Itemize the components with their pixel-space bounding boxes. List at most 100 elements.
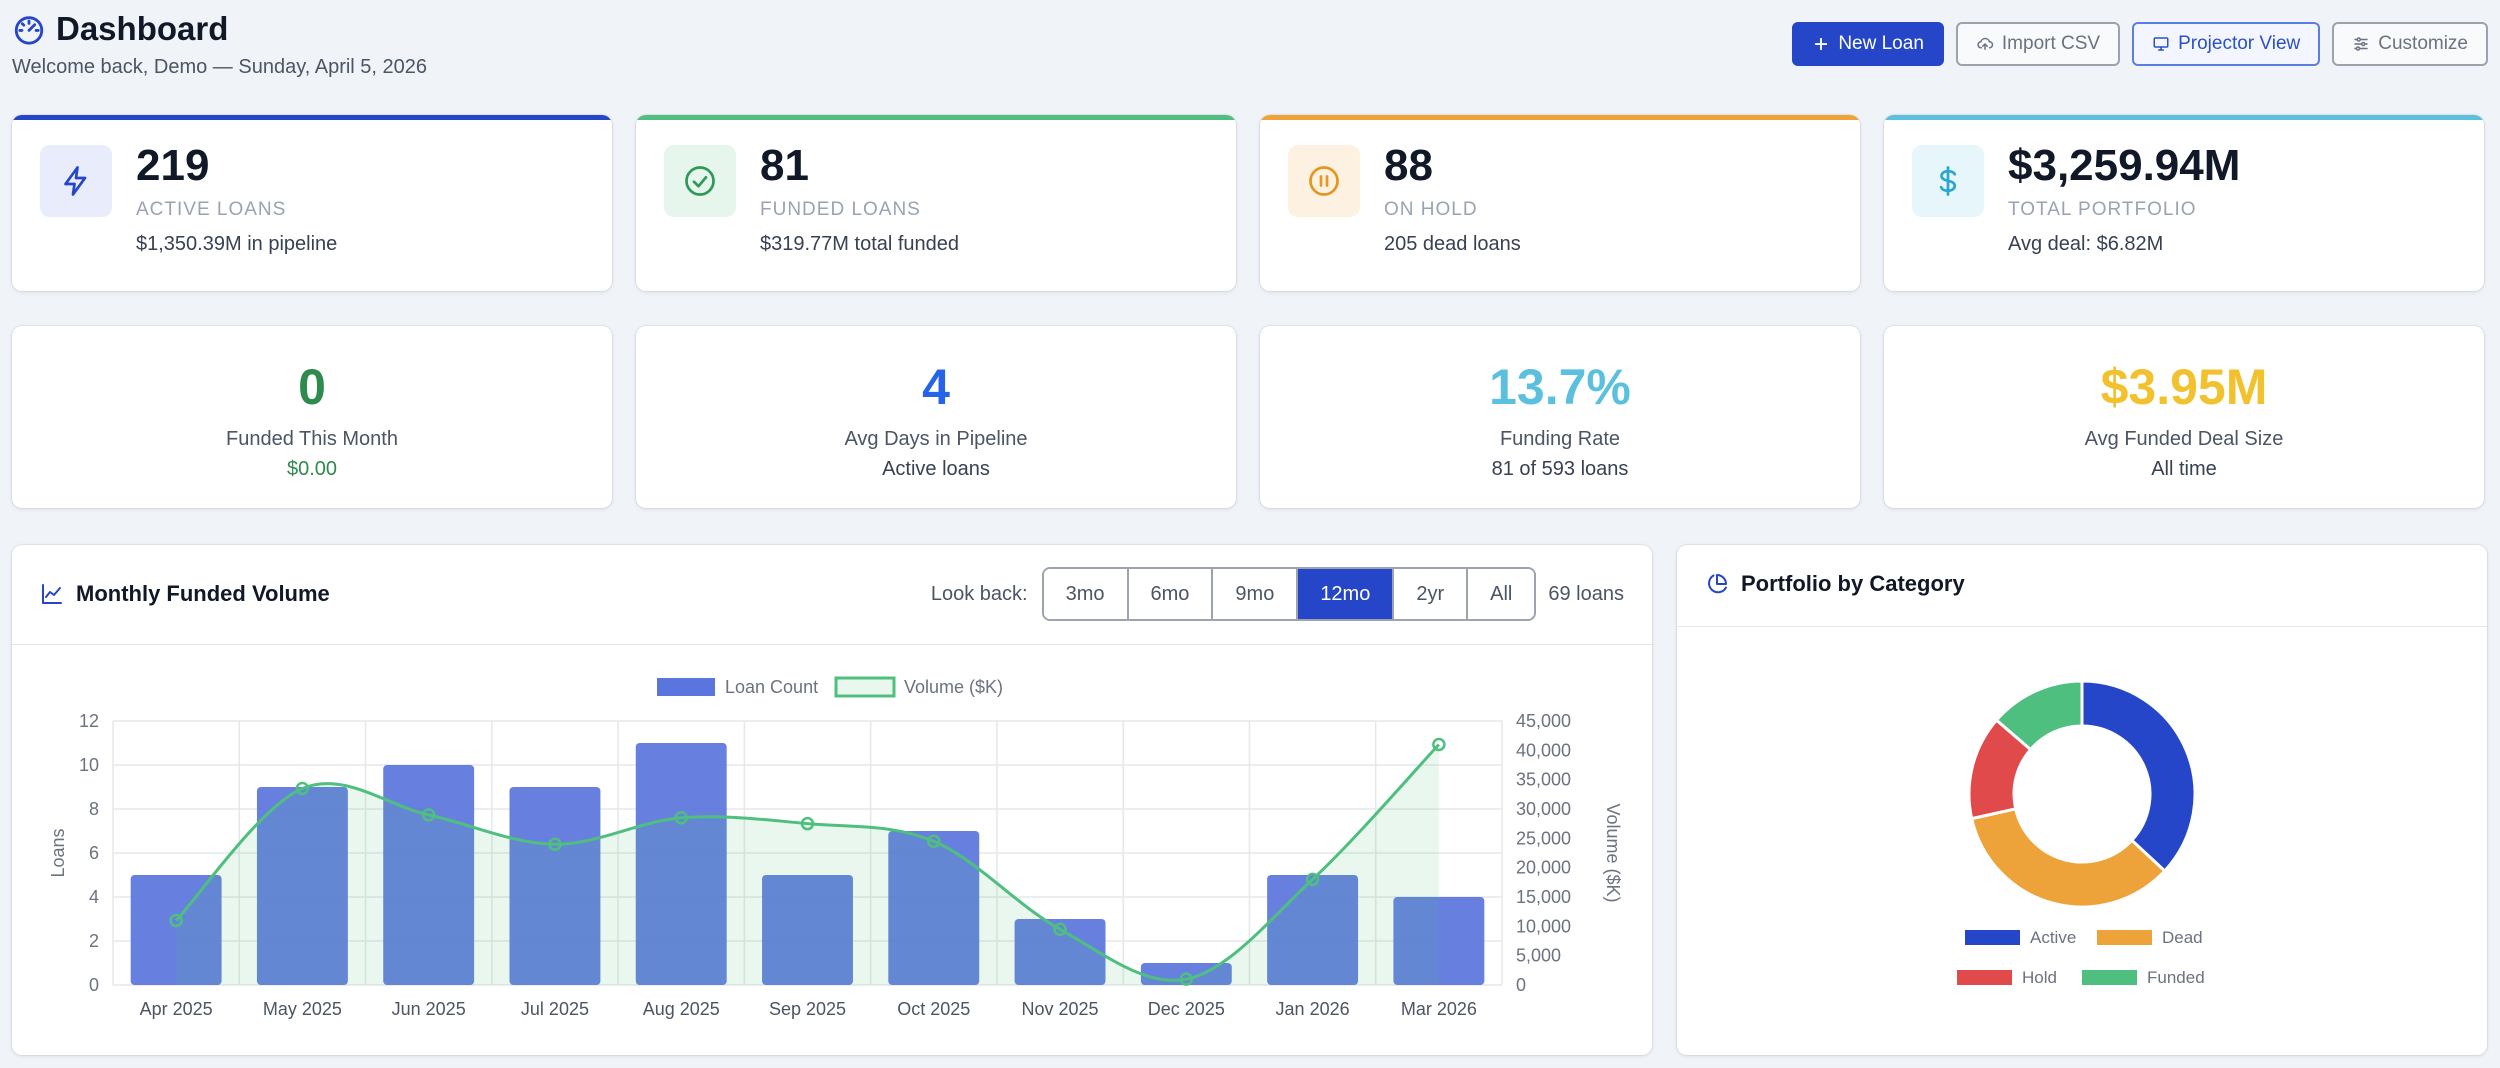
lookback-6mo-button[interactable]: 6mo	[1128, 569, 1214, 619]
new-loan-button[interactable]: New Loan	[1792, 22, 1944, 66]
card-accent-bar	[1884, 115, 2484, 120]
donut-slice-dead	[1969, 807, 2167, 909]
donut-slice-funded	[1994, 679, 2084, 752]
stat-icon-box	[664, 145, 736, 217]
customize-label: Customize	[2378, 33, 2468, 54]
x-tick-label: Jun 2025	[392, 999, 466, 1019]
y2-tick-label: 20,000	[1516, 858, 1571, 878]
card-accent-bar	[636, 115, 1236, 120]
kpi-subtext: 81 of 593 loans	[1491, 458, 1629, 480]
bar-loan-count	[635, 743, 727, 985]
y2-tick-label: 5,000	[1516, 946, 1561, 966]
kpi-label: Avg Funded Deal Size	[2084, 428, 2284, 450]
y2-tick-label: 45,000	[1516, 711, 1571, 731]
legend-swatch-hold	[1957, 970, 2012, 985]
y2-tick-label: 30,000	[1516, 799, 1571, 819]
legend-label-funded: Funded	[2147, 968, 2205, 987]
kpi-subtext: $0.00	[286, 458, 338, 480]
volume-area-fill	[176, 744, 1439, 985]
legend-swatch-funded	[2082, 970, 2137, 985]
kpi-value: 0	[298, 359, 326, 415]
bar-loan-count	[256, 787, 348, 985]
lookback-control: Look back: 3mo 6mo 9mo 12mo 2yr All 69 l…	[931, 567, 1624, 621]
kpi-value: 4	[922, 359, 950, 415]
lightning-icon	[64, 166, 87, 196]
stat-icon-box	[40, 145, 112, 217]
check-circle-icon	[685, 166, 715, 196]
stat-label: ON HOLD	[1384, 199, 1478, 220]
kpi-card-avg-days[interactable]: 4 Avg Days in Pipeline Active loans	[636, 326, 1236, 508]
title-row: Dashboard	[12, 10, 2488, 48]
kpi-label: Avg Days in Pipeline	[844, 428, 1028, 450]
kpi-card-funding-rate[interactable]: 13.7% Funding Rate 81 of 593 loans	[1260, 326, 1860, 508]
lookback-12mo-button[interactable]: 12mo	[1298, 569, 1395, 619]
lookback-3mo-button[interactable]: 3mo	[1043, 569, 1129, 619]
kpi-card-funded-this-month[interactable]: 0 Funded This Month $0.00	[12, 326, 612, 508]
pie-title: Portfolio by Category	[1705, 571, 1965, 597]
kpi-value: $3.95M	[2100, 359, 2268, 415]
stat-card-funded-loans[interactable]: 81 FUNDED LOANS $319.77M total funded	[636, 115, 1236, 291]
monthly-volume-card: Monthly Funded Volume Look back: 3mo 6mo…	[12, 545, 1652, 1055]
chart-title: Monthly Funded Volume	[40, 581, 330, 607]
lookback-9mo-button[interactable]: 9mo	[1213, 569, 1299, 619]
pie-chart-icon	[1708, 574, 1727, 594]
kpi-subtext: Active loans	[882, 458, 990, 480]
x-tick-label: May 2025	[263, 999, 342, 1019]
y-tick-label: 12	[79, 711, 99, 731]
x-tick-label: Apr 2025	[140, 999, 213, 1019]
chart-title-text: Monthly Funded Volume	[76, 581, 330, 606]
kpi-label: Funded This Month	[226, 428, 398, 450]
bar-loan-count	[130, 875, 222, 985]
volume-point	[421, 808, 436, 822]
volume-point	[1432, 737, 1446, 752]
y2-tick-label: 35,000	[1516, 770, 1571, 790]
y-tick-label: 6	[89, 843, 99, 863]
x-tick-label: Nov 2025	[1022, 999, 1099, 1019]
y2-tick-label: 40,000	[1516, 740, 1571, 760]
lookback-all-button[interactable]: All	[1468, 569, 1535, 619]
line-chart-icon	[42, 584, 62, 604]
volume-point	[1053, 922, 1067, 937]
legend-label-hold: Hold	[2022, 968, 2057, 987]
kpi-value: 13.7%	[1489, 359, 1631, 415]
volume-point	[295, 781, 310, 796]
legend-swatch-volume	[834, 676, 896, 698]
customize-button[interactable]: Customize	[2332, 22, 2488, 66]
card-accent-bar	[1260, 115, 1860, 120]
x-tick-label: Jul 2025	[521, 999, 589, 1019]
stat-subtext: $319.77M total funded	[760, 233, 960, 255]
y2-tick-label: 10,000	[1516, 916, 1571, 936]
lookback-2yr-button[interactable]: 2yr	[1394, 569, 1469, 619]
donut-slice-active	[2080, 679, 2197, 874]
stat-card-active-loans[interactable]: 219 ACTIVE LOANS $1,350.39M in pipeline	[12, 115, 612, 291]
y-tick-label: 2	[89, 931, 99, 951]
page-subtitle: Welcome back, Demo — Sunday, April 5, 20…	[12, 56, 428, 78]
stat-card-total-portfolio[interactable]: $3,259.94M TOTAL PORTFOLIO Avg deal: $6.…	[1884, 115, 2484, 291]
sliders-icon	[2354, 37, 2368, 51]
legend-swatch-dead	[2097, 930, 2152, 945]
lookback-segmented: 3mo 6mo 9mo 12mo 2yr All	[1041, 567, 1537, 621]
cloud-upload-icon	[1977, 37, 1994, 50]
volume-point	[927, 834, 941, 849]
y-tick-label: 4	[89, 887, 99, 907]
projector-view-button[interactable]: Projector View	[2132, 22, 2321, 66]
x-tick-label: Jan 2026	[1276, 999, 1350, 1019]
pause-circle-icon	[1309, 166, 1339, 196]
portfolio-category-card: Portfolio by Category Active Dead Hold Fund…	[1677, 545, 2487, 1055]
loan-count-text: 69 loans	[1548, 582, 1624, 605]
stat-card-on-hold[interactable]: 88 ON HOLD 205 dead loans	[1260, 115, 1860, 291]
volume-point	[1305, 872, 1320, 887]
kpi-card-avg-deal-size[interactable]: $3.95M Avg Funded Deal Size All time	[1884, 326, 2484, 508]
bar-loan-count	[509, 787, 601, 985]
lookback-label: Look back:	[930, 582, 1028, 605]
volume-point	[1179, 972, 1194, 986]
import-csv-button[interactable]: Import CSV	[1955, 22, 2121, 66]
legend-label-volume: Volume ($K)	[904, 677, 1003, 697]
stat-subtext: Avg deal: $6.82M	[2008, 233, 2164, 255]
import-csv-label: Import CSV	[2001, 33, 2101, 54]
chart-header: Monthly Funded Volume Look back: 3mo 6mo…	[12, 545, 1652, 645]
stat-label: FUNDED LOANS	[760, 199, 921, 220]
legend-label-dead: Dead	[2162, 928, 2203, 947]
stat-value: $3,259.94M	[2008, 141, 2241, 190]
page-title: Dashboard	[56, 10, 229, 47]
